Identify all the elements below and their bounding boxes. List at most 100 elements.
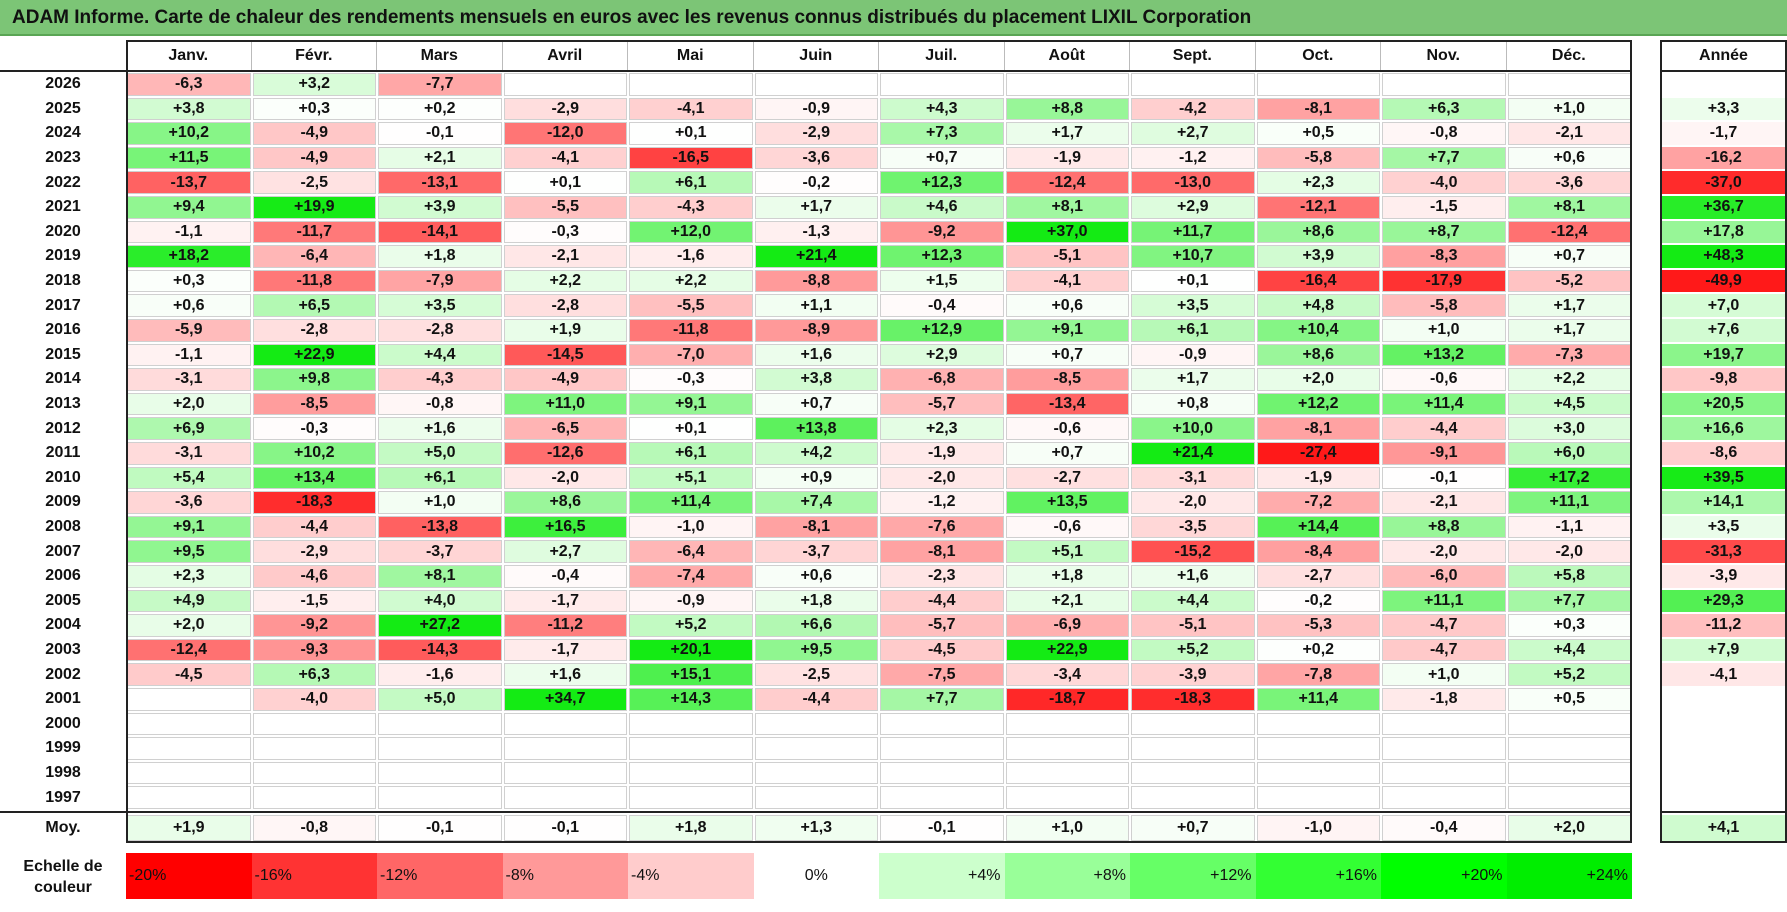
- annual-cell: +17,8: [1660, 220, 1787, 244]
- heatmap-cell: +0,1: [503, 171, 627, 194]
- heatmap-cell: -3,1: [127, 442, 251, 465]
- heatmap-cell: +3,9: [1256, 245, 1380, 268]
- average-cell: -0,4: [1382, 815, 1506, 841]
- annual-cell: +3,3: [1660, 97, 1787, 121]
- heatmap-cell: -4,5: [127, 663, 251, 686]
- annual-cell: -3,9: [1660, 565, 1787, 588]
- heatmap-cell: +2,9: [1131, 196, 1255, 219]
- heatmap-cell: +9,5: [127, 540, 251, 563]
- chart-title: ADAM Informe. Carte de chaleur des rende…: [12, 7, 1252, 28]
- heatmap-cell: -4,7: [1382, 638, 1506, 662]
- heatmap-cell: -1,8: [1382, 688, 1506, 711]
- heatmap-cell: -0,9: [754, 97, 878, 121]
- year-label: 2021: [45, 198, 81, 216]
- heatmap-cell: +0,3: [127, 269, 251, 293]
- heatmap-cell: +11,1: [1382, 589, 1506, 613]
- annual-cell: -4,1: [1660, 663, 1787, 686]
- scale-step: -16%: [251, 853, 377, 899]
- heatmap-cell: -7,0: [629, 343, 753, 367]
- heatmap-cell: -2,5: [252, 171, 376, 194]
- heatmap-cell: -6,9: [1005, 614, 1129, 637]
- heatmap-cell: +10,2: [252, 442, 376, 465]
- heatmap-cell: +8,1: [1507, 196, 1631, 219]
- heatmap-cell: +3,8: [754, 368, 878, 391]
- heatmap-cell: +0,9: [754, 466, 878, 490]
- heatmap-cell: -3,6: [1507, 171, 1631, 194]
- heatmap-cell: [1256, 737, 1380, 760]
- heatmap-cell: -7,3: [1507, 343, 1631, 367]
- heatmap-cell: -8,9: [754, 319, 878, 342]
- heatmap-cell: +0,6: [754, 565, 878, 588]
- heatmap-cell: [1507, 737, 1631, 760]
- heatmap-cell: -1,5: [252, 589, 376, 613]
- heatmap-cell: -4,5: [880, 638, 1004, 662]
- heatmap-cell: +0,2: [378, 97, 502, 121]
- heatmap-cell: +5,0: [378, 442, 502, 465]
- year-label: 2026: [45, 75, 81, 93]
- annual-average-cell: +4,1: [1660, 815, 1787, 841]
- heatmap-cell: +5,2: [1507, 663, 1631, 686]
- heatmap-cell: +4,6: [880, 196, 1004, 219]
- year-label: 2019: [45, 247, 81, 265]
- heatmap-cell: +2,3: [880, 417, 1004, 440]
- heatmap-cell: -4,3: [629, 196, 753, 219]
- heatmap-cell: -7,2: [1256, 491, 1380, 514]
- heatmap-cell: -8,1: [754, 515, 878, 539]
- year-label: 2010: [45, 468, 81, 486]
- heatmap-cell: [378, 737, 502, 760]
- heatmap-cell: [378, 786, 502, 809]
- heatmap-cell: +5,2: [1131, 638, 1255, 662]
- heatmap-cell: [1131, 761, 1255, 785]
- heatmap-cell: +8,1: [1005, 196, 1129, 219]
- heatmap-cell: +0,5: [1256, 122, 1380, 145]
- year-label: 2015: [45, 345, 81, 363]
- heatmap-cell: +5,2: [629, 614, 753, 637]
- heatmap-cell: +2,1: [1005, 589, 1129, 613]
- heatmap-cell: +3,2: [252, 73, 376, 96]
- heatmap-cell: -1,7: [503, 638, 627, 662]
- heatmap-cell: +9,1: [127, 515, 251, 539]
- heatmap-cell: [503, 73, 627, 96]
- heatmap-cell: +8,6: [1256, 220, 1380, 244]
- scale-step: +24%: [1506, 853, 1632, 899]
- annual-cell: +48,3: [1660, 245, 1787, 268]
- annual-header-rule: [1660, 70, 1787, 72]
- heatmap-cell: +6,9: [127, 417, 251, 440]
- heatmap-cell: [252, 786, 376, 809]
- heatmap-cell: -11,2: [503, 614, 627, 637]
- heatmap-cell: -6,8: [880, 368, 1004, 391]
- heatmap-cell: [127, 688, 251, 711]
- heatmap-cell: -3,9: [1131, 663, 1255, 686]
- heatmap-cell: -17,9: [1382, 269, 1506, 293]
- heatmap-cell: -2,8: [252, 319, 376, 342]
- heatmap-cell: +2,2: [503, 269, 627, 293]
- annual-cell: +7,6: [1660, 319, 1787, 342]
- heatmap-cell: -15,2: [1131, 540, 1255, 563]
- year-label: 2014: [45, 370, 81, 388]
- heatmap-cell: -4,4: [1382, 417, 1506, 440]
- scale-step: -8%: [502, 853, 628, 899]
- heatmap-cell: -8,1: [880, 540, 1004, 563]
- heatmap-cell: -3,4: [1005, 663, 1129, 686]
- heatmap-cell: -2,9: [252, 540, 376, 563]
- heatmap-cell: +17,2: [1507, 466, 1631, 490]
- average-cell: +1,3: [754, 815, 878, 841]
- heatmap-cell: -0,6: [1005, 417, 1129, 440]
- heatmap-cell: +1,0: [1382, 663, 1506, 686]
- heatmap-cell: [880, 761, 1004, 785]
- heatmap-cell: +10,0: [1131, 417, 1255, 440]
- heatmap-cell: +3,8: [127, 97, 251, 121]
- heatmap-cell: -4,1: [1005, 269, 1129, 293]
- heatmap-cell: -1,9: [880, 442, 1004, 465]
- heatmap-cell: [754, 712, 878, 736]
- month-header: Oct.: [1256, 40, 1381, 72]
- heatmap-cell: +0,7: [1507, 245, 1631, 268]
- year-label: 2004: [45, 616, 81, 634]
- heatmap-cell: +11,7: [1131, 220, 1255, 244]
- heatmap-cell: -18,3: [1131, 688, 1255, 711]
- heatmap-cell: +11,1: [1507, 491, 1631, 514]
- annual-cell: -49,9: [1660, 269, 1787, 293]
- heatmap-cell: [1131, 786, 1255, 809]
- heatmap-cell: [880, 73, 1004, 96]
- year-label: 2020: [45, 222, 81, 240]
